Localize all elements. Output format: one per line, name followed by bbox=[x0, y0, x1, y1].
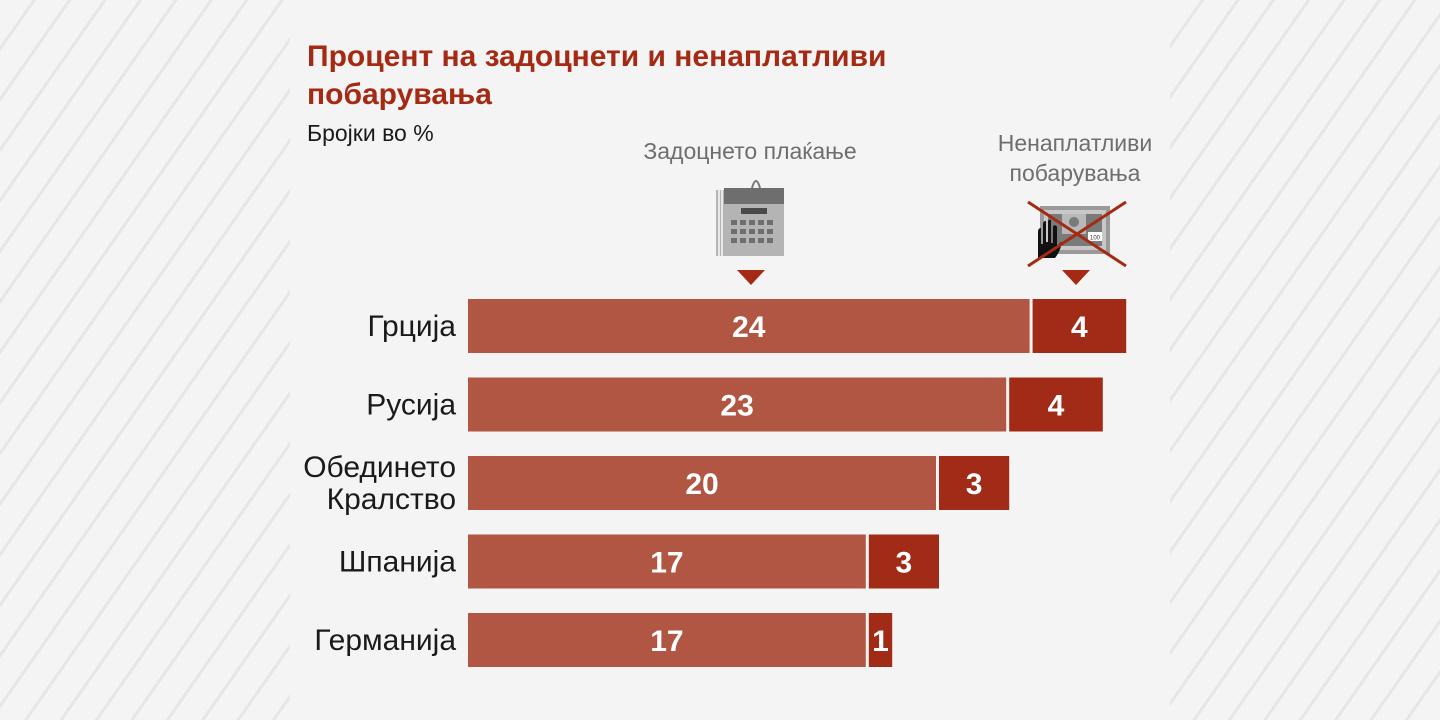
value-label: 4 bbox=[1048, 390, 1065, 423]
value-label: 20 bbox=[685, 468, 718, 501]
chart-subtitle: Бројки во % bbox=[307, 120, 434, 146]
crossed-out-banknote-hand-icon: 100 bbox=[1027, 200, 1127, 268]
category-label: Германија bbox=[314, 624, 456, 657]
chart-panel bbox=[290, 0, 1170, 720]
legend-bad-label: Ненаплатливи побарувања bbox=[960, 128, 1190, 188]
bar-bad-debt bbox=[868, 613, 893, 667]
bar-bad-debt bbox=[868, 534, 939, 589]
bar-bad-debt bbox=[1009, 377, 1103, 432]
value-label: 24 bbox=[732, 311, 766, 344]
bar-bad-debt bbox=[939, 456, 1010, 510]
legend-late-marker bbox=[737, 270, 765, 285]
category-label: Шпанија bbox=[339, 546, 456, 579]
calendar-icon bbox=[716, 180, 784, 256]
value-label: 1 bbox=[872, 625, 889, 658]
bar-late-payment bbox=[468, 456, 936, 510]
value-label: 17 bbox=[650, 625, 683, 658]
category-label: Обединето Кралство bbox=[303, 451, 456, 516]
legend-bad-label-line-1: Ненаплатливи bbox=[997, 130, 1153, 156]
bar-late-payment bbox=[468, 534, 866, 589]
bar-late-payment bbox=[468, 377, 1007, 432]
legend-bad-marker bbox=[1062, 270, 1090, 285]
category-label: Грција bbox=[367, 310, 456, 343]
category-label: Русија bbox=[366, 389, 456, 422]
value-label: 3 bbox=[966, 468, 983, 501]
bar-late-payment bbox=[468, 299, 1030, 353]
legend-late-label: Задоцнето плаќање bbox=[643, 138, 857, 164]
bar-late-payment bbox=[468, 613, 866, 667]
value-label: 4 bbox=[1071, 311, 1088, 344]
value-label: 17 bbox=[650, 547, 683, 580]
legend-bad-label-line-2: побарувања bbox=[1009, 160, 1141, 186]
svg-text:100: 100 bbox=[1090, 236, 1101, 242]
bars-group: Грција 24 4 Русија 23 4 Обединето Кралство 20 3 Шп… bbox=[303, 299, 1127, 667]
value-label: 3 bbox=[896, 547, 913, 580]
chart-title: Процент на задоцнети и ненаплатливи поба… bbox=[307, 40, 887, 111]
bar-bad-debt bbox=[1032, 299, 1127, 353]
value-label: 23 bbox=[720, 390, 753, 423]
